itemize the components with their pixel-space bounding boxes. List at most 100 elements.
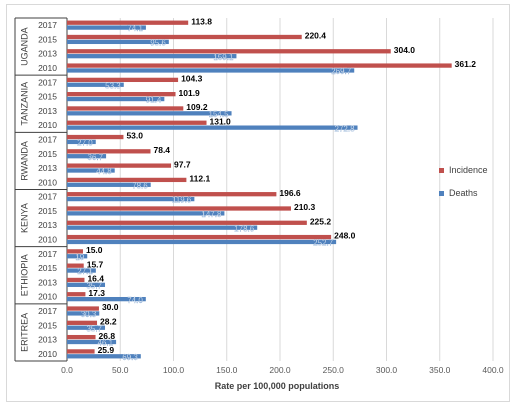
deaths-value-label: 78.6 (132, 181, 148, 190)
x-tick-label: 100.0 (163, 365, 185, 375)
incidence-bar (67, 320, 98, 325)
chart-frame: UGANDA 2017 2015 2013 2010 TANZANIA 2017 2015 20… (6, 4, 510, 402)
incidence-bar (67, 77, 179, 83)
deaths-value-label: 27.0 (77, 139, 93, 148)
legend-label: Incidence (449, 165, 488, 175)
x-tick-label: 300.0 (376, 365, 398, 375)
incidence-value-label: 17.3 (88, 288, 105, 298)
deaths-value-label: 53.3 (105, 81, 121, 90)
country-label: RWANDA (19, 141, 29, 181)
year-label: 2015 (38, 206, 57, 216)
deaths-bar (67, 111, 232, 116)
legend-swatch (439, 168, 444, 173)
year-label: 2017 (38, 20, 57, 30)
deaths-value-label: 74.0 (127, 296, 143, 305)
deaths-value-label: 44.8 (96, 167, 112, 176)
x-tick-label: 50.0 (112, 365, 129, 375)
x-tick-label: 200.0 (269, 365, 291, 375)
incidence-bar (67, 334, 96, 340)
incidence-bar (67, 163, 172, 168)
year-label: 2010 (38, 177, 57, 187)
legend: Incidence Deaths (439, 165, 488, 198)
deaths-bar (67, 182, 151, 187)
category-axis: UGANDA 2017 2015 2013 2010 TANZANIA 2017 2015 20… (14, 17, 68, 362)
incidence-value-label: 15.0 (86, 245, 103, 255)
country-label: ERITREA (19, 313, 29, 352)
incidence-bar (67, 220, 307, 225)
incidence-value-label: 210.3 (294, 202, 316, 212)
deaths-bar (67, 268, 96, 273)
incidence-bar (67, 92, 176, 97)
x-tick-label: 150.0 (216, 365, 238, 375)
year-label: 2013 (38, 163, 57, 173)
incidence-bar (67, 292, 86, 297)
incidence-value-label: 361.2 (455, 59, 477, 69)
incidence-value-label: 109.2 (186, 102, 208, 112)
deaths-bar (67, 296, 146, 302)
year-label: 2013 (38, 220, 57, 230)
deaths-value-label: 74.1 (127, 24, 143, 33)
incidence-bar (67, 349, 95, 354)
x-tick-label: 250.0 (323, 365, 345, 375)
incidence-bar (67, 192, 277, 197)
incidence-bar (67, 20, 189, 25)
incidence-value-label: 104.3 (181, 74, 203, 84)
deaths-value-label: 46.1 (98, 339, 114, 348)
incidence-bar (67, 277, 85, 283)
year-label: 2017 (38, 306, 57, 316)
incidence-bar (67, 263, 84, 268)
incidence-bar (67, 234, 332, 240)
deaths-bar (67, 225, 258, 230)
incidence-value-label: 220.4 (305, 31, 327, 41)
year-label: 2013 (38, 106, 57, 116)
deaths-value-label: 27.1 (77, 267, 93, 276)
year-label: 2015 (38, 34, 57, 44)
year-label: 2017 (38, 192, 57, 202)
deaths-bar (67, 311, 100, 316)
x-axis-title: Rate per 100,000 populations (215, 381, 340, 391)
deaths-bar (67, 354, 141, 359)
deaths-value-label: 95.6 (150, 39, 166, 48)
deaths-bar (67, 196, 195, 202)
incidence-value-label: 15.7 (87, 259, 104, 269)
year-label: 2017 (38, 249, 57, 259)
deaths-value-label: 154.5 (209, 110, 230, 119)
deaths-value-label: 119.6 (172, 196, 192, 205)
deaths-value-label: 159.1 (213, 53, 234, 62)
year-label: 2015 (38, 263, 57, 273)
data-labels: 113.8 74.1 220.4 95.6 304.0 159.1 361.2 269.7 10… (75, 16, 476, 362)
year-label: 2015 (38, 320, 57, 330)
deaths-bar (67, 96, 165, 102)
incidence-value-label: 97.7 (174, 159, 191, 169)
deaths-value-label: 91.4 (146, 96, 162, 105)
deaths-value-label: 269.7 (331, 67, 352, 76)
year-label: 2010 (38, 120, 57, 130)
year-label: 2013 (38, 49, 57, 59)
incidence-value-label: 16.4 (87, 274, 104, 284)
incidence-value-label: 248.0 (334, 231, 356, 241)
deaths-bar (67, 139, 96, 145)
incidence-bar (67, 106, 184, 111)
incidence-bar (67, 206, 291, 211)
incidence-value-label: 225.2 (310, 216, 332, 226)
deaths-value-label: 252.7 (313, 239, 334, 248)
deaths-bar (67, 154, 107, 159)
incidence-bar (67, 63, 452, 68)
country-label: UGANDA (19, 27, 29, 66)
deaths-value-label: 30.3 (81, 310, 97, 319)
deaths-bar (67, 68, 355, 73)
incidence-value-label: 101.9 (179, 88, 201, 98)
year-label: 2013 (38, 335, 57, 345)
incidence-bar (67, 149, 151, 154)
year-label: 2015 (38, 149, 57, 159)
incidence-bar (67, 249, 83, 254)
year-label: 2010 (38, 63, 57, 73)
incidence-value-label: 112.1 (189, 174, 210, 184)
deaths-bar (67, 25, 146, 30)
year-label: 2017 (38, 134, 57, 144)
incidence-value-label: 131.0 (210, 116, 232, 126)
incidence-bar (67, 306, 99, 311)
bars (67, 20, 452, 359)
incidence-bar (67, 120, 207, 125)
deaths-bar (67, 211, 225, 216)
